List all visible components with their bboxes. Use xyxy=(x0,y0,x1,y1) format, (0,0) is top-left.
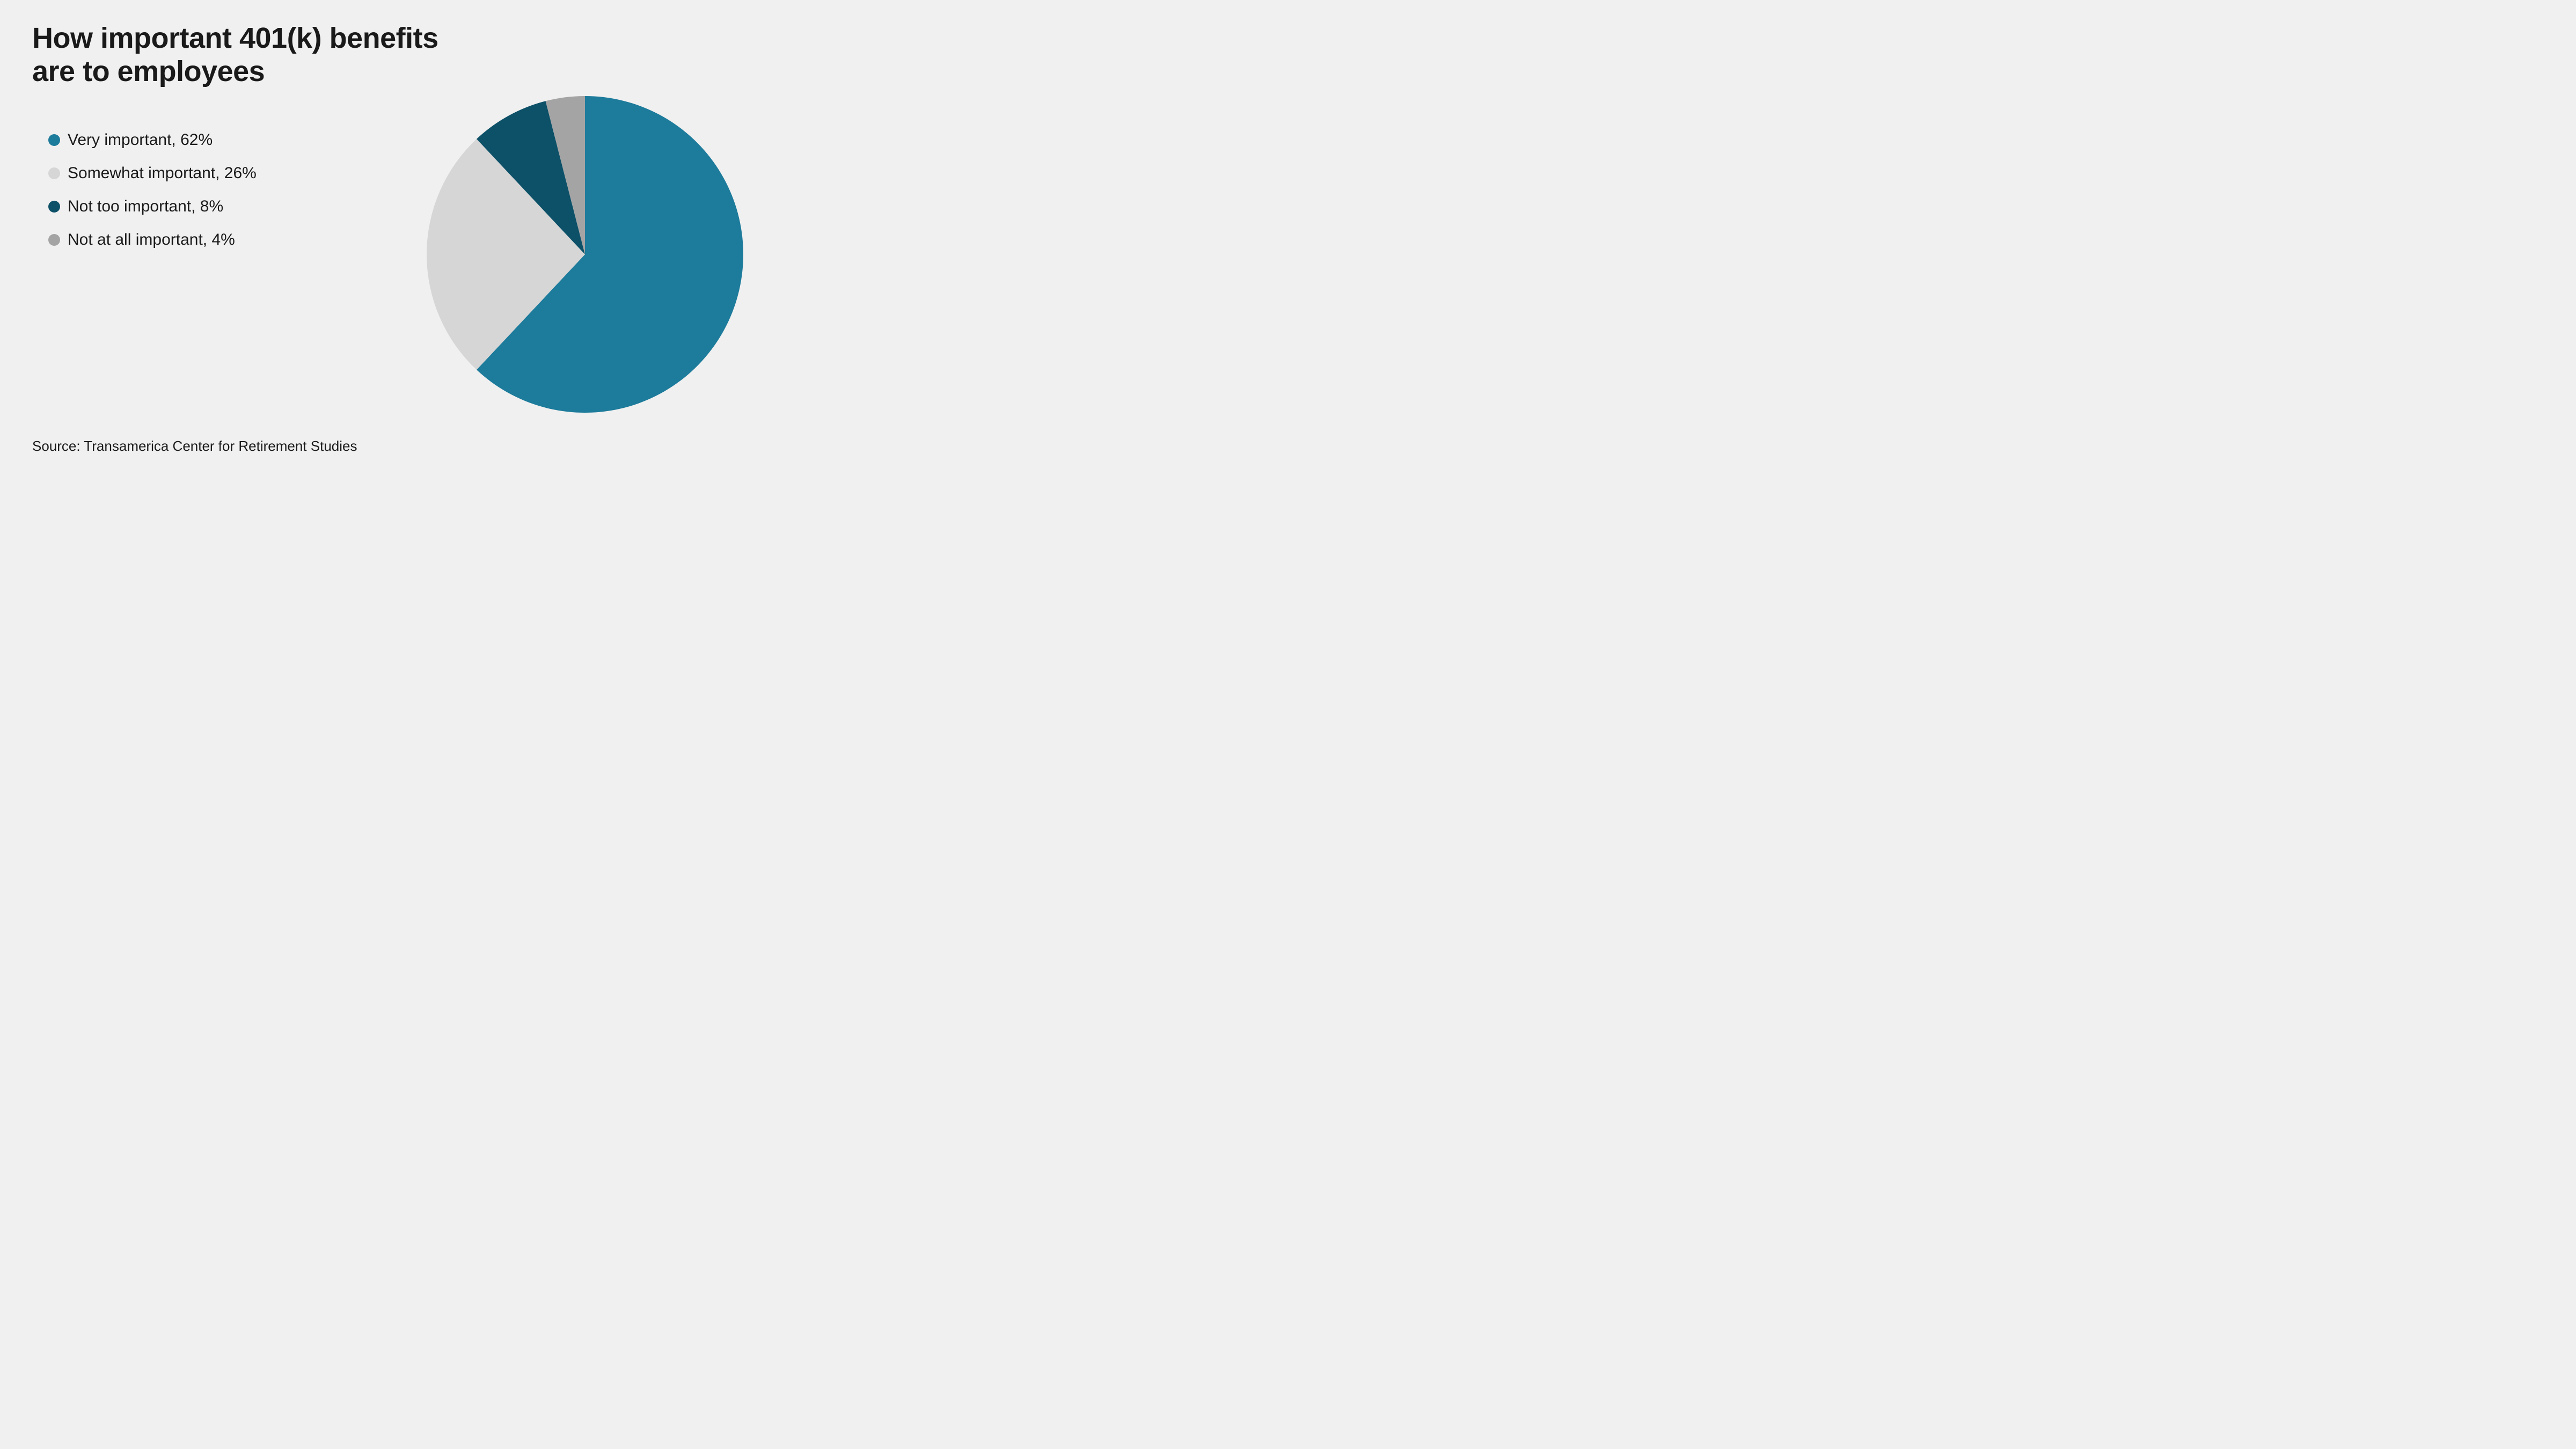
legend-dot-icon xyxy=(48,201,60,213)
pie-chart-wrap xyxy=(365,93,805,415)
legend-item: Very important, 62% xyxy=(48,131,365,149)
legend-item: Somewhat important, 26% xyxy=(48,164,365,182)
source-attribution: Source: Transamerica Center for Retireme… xyxy=(32,438,357,455)
legend-item: Not too important, 8% xyxy=(48,197,365,216)
legend-label: Somewhat important, 26% xyxy=(68,164,257,182)
legend-dot-icon xyxy=(48,234,60,246)
chart-title: How important 401(k) benefits are to emp… xyxy=(32,21,488,88)
legend-dot-icon xyxy=(48,134,60,146)
legend: Very important, 62% Somewhat important, 2… xyxy=(32,126,365,264)
legend-item: Not at all important, 4% xyxy=(48,231,365,249)
legend-label: Not too important, 8% xyxy=(68,197,223,216)
legend-label: Not at all important, 4% xyxy=(68,231,235,249)
legend-label: Very important, 62% xyxy=(68,131,213,149)
chart-page: How important 401(k) benefits are to emp… xyxy=(0,0,837,471)
pie-chart xyxy=(424,93,746,415)
legend-dot-icon xyxy=(48,167,60,179)
chart-content-row: Very important, 62% Somewhat important, 2… xyxy=(32,126,805,415)
